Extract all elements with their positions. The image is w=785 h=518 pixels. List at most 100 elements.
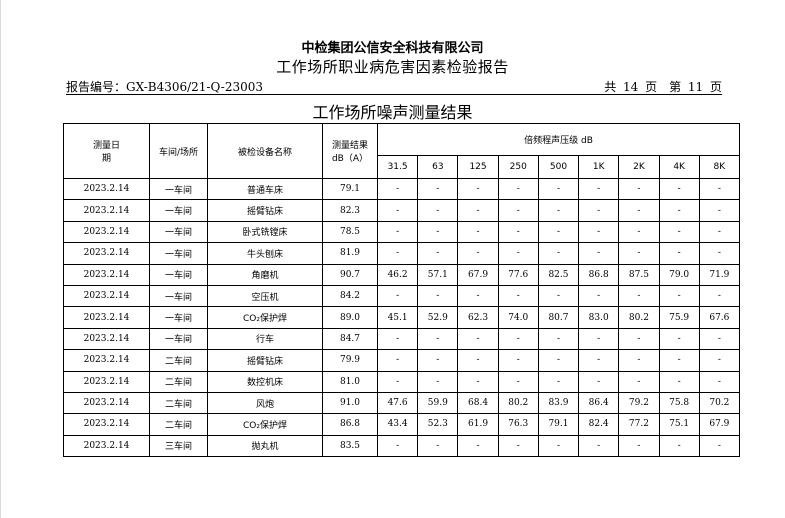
cell-band: - xyxy=(578,434,620,458)
cell-equipment: 行车 xyxy=(207,327,323,351)
cell-band: - xyxy=(537,434,580,458)
cell-location: 二车间 xyxy=(149,349,208,372)
table-row: 2023.2.14 一车间 空压机 84.2- - - - - - - - - xyxy=(63,284,741,308)
cell-band: - xyxy=(497,242,539,265)
company-name: 中检集团公信安全科技有限公司 xyxy=(301,41,484,56)
cell-band: - xyxy=(618,349,660,372)
page-indicator: 共 14 页 第 11 页 xyxy=(604,80,722,94)
cell-band: - xyxy=(658,370,700,393)
cell-band: - xyxy=(376,220,419,244)
cell-equipment: 空压机 xyxy=(207,284,323,308)
header-band: 4K xyxy=(658,155,700,179)
cell-location: 一车间 xyxy=(149,177,208,201)
cell-band: - xyxy=(376,242,419,265)
cell-equipment: 摇臂钻床 xyxy=(207,349,323,372)
cell-band: - xyxy=(457,327,499,351)
header-band: 1K xyxy=(578,155,620,179)
cell-band: 57.1 xyxy=(417,263,459,286)
cell-band: - xyxy=(537,327,580,351)
cell-band: - xyxy=(457,177,499,201)
cell-band: - xyxy=(658,220,700,244)
cell-band: 75.8 xyxy=(658,391,700,415)
table-row: 2023.2.14 三车间 抛丸机 83.5- - - - - - - - - xyxy=(63,434,741,458)
cell-band: - xyxy=(537,177,580,201)
table-row: 2023.2.14 一车间 行车 84.7- - - - - - - - - xyxy=(63,327,741,351)
cell-band: 86.8 xyxy=(578,263,620,286)
cell-band: 75.9 xyxy=(658,306,700,329)
table-row: 2023.2.14 二车间 摇臂钻床 79.9- - - - - - - - - xyxy=(63,349,741,372)
cell-band: - xyxy=(578,327,620,351)
cell-band: - xyxy=(497,199,539,222)
cell-band: - xyxy=(618,370,660,393)
cell-date: 2023.2.14 xyxy=(63,284,150,308)
cell-band: - xyxy=(417,242,459,265)
cell-band: 62.3 xyxy=(457,306,499,329)
cell-band: 80.2 xyxy=(497,391,539,415)
cell-band: - xyxy=(578,370,620,393)
cell-band: - xyxy=(497,284,539,308)
cell-band: - xyxy=(457,284,499,308)
cell-band: 82.4 xyxy=(578,413,620,436)
cell-band: - xyxy=(698,434,741,458)
cell-band: 79.1 xyxy=(537,413,580,436)
cell-band: - xyxy=(376,349,419,372)
cell-result: 81.9 xyxy=(322,242,378,265)
cell-band: - xyxy=(417,177,459,201)
cell-band: - xyxy=(497,434,539,458)
cell-date: 2023.2.14 xyxy=(63,349,150,372)
cell-date: 2023.2.14 xyxy=(63,327,150,351)
cell-equipment: 卧式铣镗床 xyxy=(207,220,323,244)
header-band: 31.5 xyxy=(376,155,419,179)
header-band: 2K xyxy=(618,155,660,179)
table-row: 2023.2.14 一车间 摇臂钻床 82.3- - - - - - - - - xyxy=(63,199,741,222)
cell-band: - xyxy=(698,349,741,372)
cell-band: - xyxy=(537,370,580,393)
cell-band: 77.6 xyxy=(497,263,539,286)
cell-band: - xyxy=(457,220,499,244)
cell-band: - xyxy=(417,434,459,458)
cell-date: 2023.2.14 xyxy=(63,434,150,458)
cell-band: 79.0 xyxy=(658,263,700,286)
cell-band: - xyxy=(698,284,741,308)
cell-band: - xyxy=(497,220,539,244)
cell-band: - xyxy=(578,242,620,265)
cell-equipment: CO₂保护焊 xyxy=(207,413,323,436)
cell-band: 67.6 xyxy=(698,306,741,329)
cell-band: 67.9 xyxy=(457,263,499,286)
cell-location: 一车间 xyxy=(149,242,208,265)
cell-date: 2023.2.14 xyxy=(63,177,150,201)
cell-band: 46.2 xyxy=(376,263,419,286)
cell-band: 59.9 xyxy=(417,391,459,415)
cell-result: 84.2 xyxy=(322,284,378,308)
table-row: 2023.2.14 二车间 CO₂保护焊 86.8 43.4 52.3 61.9 76.3 79… xyxy=(63,413,741,436)
cell-band: - xyxy=(618,284,660,308)
cell-band: 61.9 xyxy=(457,413,499,436)
cell-equipment: 风炮 xyxy=(207,391,323,415)
cell-result: 79.9 xyxy=(322,349,378,372)
cell-location: 一车间 xyxy=(149,284,208,308)
cell-date: 2023.2.14 xyxy=(63,263,150,286)
cell-band: - xyxy=(376,284,419,308)
cell-band: 68.4 xyxy=(457,391,499,415)
cell-band: - xyxy=(376,199,419,222)
cell-date: 2023.2.14 xyxy=(63,370,150,393)
cell-date: 2023.2.14 xyxy=(63,220,150,244)
cell-band: - xyxy=(658,177,700,201)
cell-band: 47.6 xyxy=(376,391,419,415)
cell-date: 2023.2.14 xyxy=(63,391,150,415)
cell-band: 87.5 xyxy=(618,263,660,286)
header-location: 车间/场所 xyxy=(149,123,208,179)
cell-band: - xyxy=(497,370,539,393)
cell-band: 83.9 xyxy=(537,391,580,415)
cell-band: - xyxy=(457,349,499,372)
cell-band: - xyxy=(417,370,459,393)
cell-result: 90.7 xyxy=(322,263,378,286)
cell-band: 75.1 xyxy=(658,413,700,436)
cell-equipment: 角磨机 xyxy=(207,263,323,286)
report-title: 工作场所职业病危害因素检验报告 xyxy=(276,58,509,76)
cell-band: - xyxy=(658,349,700,372)
table-row: 2023.2.14 一车间 普通车床 79.1- - - - - - - - - xyxy=(63,177,741,201)
cell-band: - xyxy=(417,327,459,351)
cell-date: 2023.2.14 xyxy=(63,199,150,222)
